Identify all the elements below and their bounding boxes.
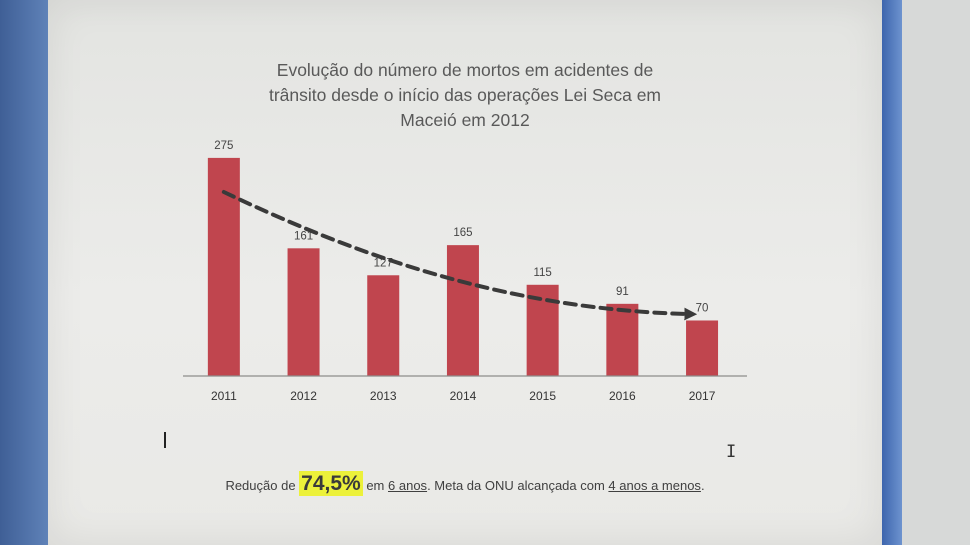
- footer-mid-2: . Meta da ONU alcançada com: [427, 478, 609, 493]
- reduction-percentage: 74,5%: [299, 471, 363, 496]
- bar-2011: [207, 157, 240, 376]
- data-label-2016: 91: [616, 286, 629, 298]
- x-tick-2014: 2014: [450, 389, 477, 403]
- data-label-2017: 70: [696, 302, 709, 314]
- data-label-2014: 165: [453, 227, 472, 239]
- window-scrollbar-rail[interactable]: [882, 0, 902, 545]
- data-label-2015: 115: [533, 267, 551, 279]
- data-label-2011: 275: [214, 140, 233, 152]
- x-tick-2013: 2013: [370, 389, 397, 403]
- footer-link-6-anos[interactable]: 6 anos: [388, 478, 428, 493]
- mouse-ibeam-cursor-icon: I: [726, 442, 737, 462]
- bar-2014: [446, 245, 479, 376]
- x-tick-2017: 2017: [689, 389, 716, 403]
- chart-title-line-3: Maceió em 2012: [400, 110, 530, 130]
- x-tick-2015: 2015: [529, 389, 556, 403]
- tick-labels-layer: 2011 2012 2013 2014 2015 2016 2017: [211, 389, 716, 403]
- x-tick-2011: 2011: [211, 389, 237, 403]
- screen-left-edge: [0, 0, 48, 545]
- x-tick-2012: 2012: [290, 389, 317, 403]
- text-cursor: [164, 432, 166, 448]
- bar-2013: [367, 275, 400, 376]
- chart-title-line-1: Evolução do número de mortos em acidente…: [276, 60, 654, 80]
- footer-note: Redução de 74,5% em 6 anos. Meta da ONU …: [120, 471, 810, 496]
- footer-suffix: .: [700, 478, 705, 493]
- chart-title-line-2: trânsito desde o início das operações Le…: [268, 85, 662, 105]
- side-panel: [902, 0, 970, 545]
- chart-title: Evolução do número de mortos em acidente…: [210, 58, 720, 133]
- x-tick-2016: 2016: [609, 389, 636, 403]
- data-label-2013: 127: [374, 257, 393, 269]
- bars-layer: 275 161 127 165 115 91 70: [207, 140, 719, 376]
- bar-2012: [287, 248, 320, 376]
- bar-2016: [606, 303, 639, 376]
- footer-prefix: Redução de: [225, 478, 300, 493]
- footer-mid-1: em: [362, 478, 389, 493]
- footer-link-4-anos[interactable]: 4 anos a menos: [608, 478, 701, 493]
- data-label-2012: 161: [294, 230, 313, 242]
- trend-line: [221, 190, 698, 321]
- bar-2017: [686, 320, 719, 376]
